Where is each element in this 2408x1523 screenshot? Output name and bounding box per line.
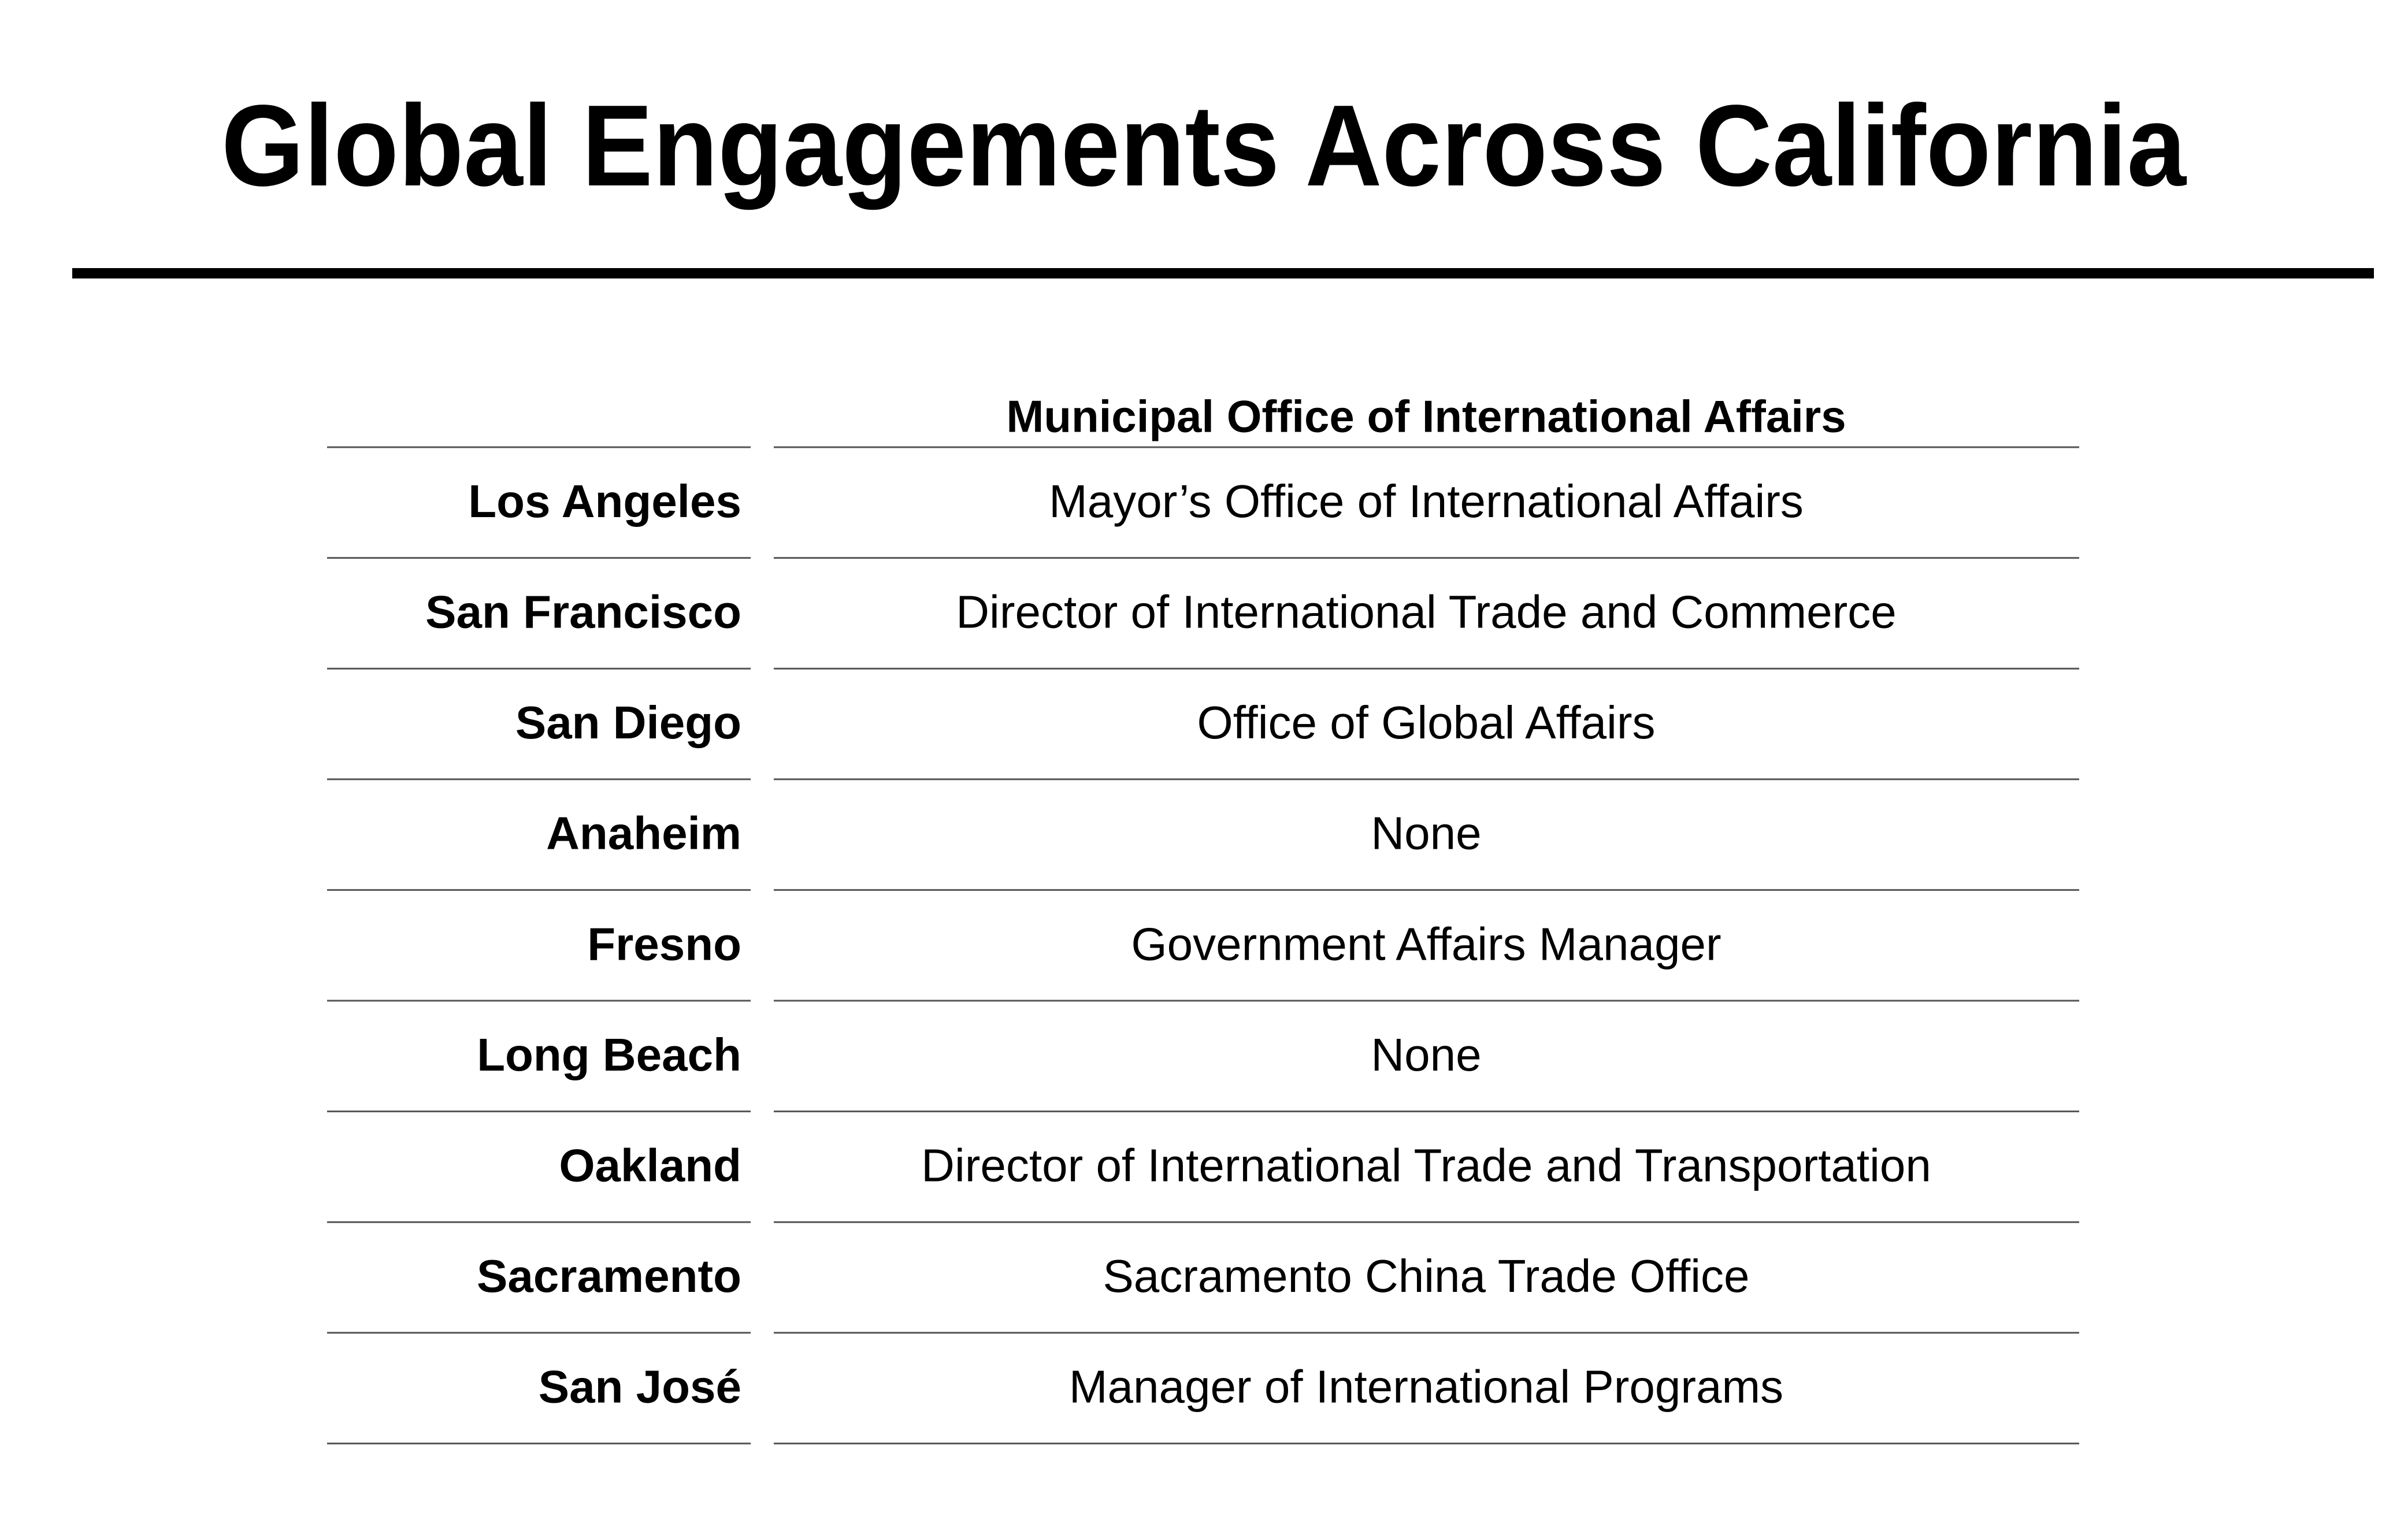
office: Mayor’s Office of International Affairs	[1049, 476, 1804, 527]
city: San Francisco	[425, 586, 741, 638]
city: Oakland	[559, 1140, 741, 1191]
office: Sacramento China Trade Office	[1103, 1250, 1749, 1302]
city: Fresno	[587, 918, 741, 969]
city: Los Angeles	[468, 476, 741, 527]
office: Director of International Trade and Tran…	[921, 1140, 1931, 1191]
office: Government Affairs Manager	[1131, 918, 1721, 969]
office: Manager of International Programs	[1069, 1361, 1783, 1413]
office: Director of International Trade and Comm…	[956, 586, 1896, 638]
city: San Diego	[515, 697, 741, 748]
office: None	[1371, 808, 1481, 859]
city: Sacramento	[477, 1250, 741, 1302]
city: Long Beach	[477, 1029, 741, 1080]
city: San José	[539, 1361, 741, 1413]
title-rule	[72, 268, 2374, 278]
city: Anaheim	[546, 808, 741, 859]
office: Office of Global Affairs	[1197, 697, 1655, 748]
column-header: Municipal Office of International Affair…	[1006, 391, 1846, 442]
title: Global Engagements Across California	[221, 81, 2187, 210]
office: None	[1371, 1029, 1481, 1080]
